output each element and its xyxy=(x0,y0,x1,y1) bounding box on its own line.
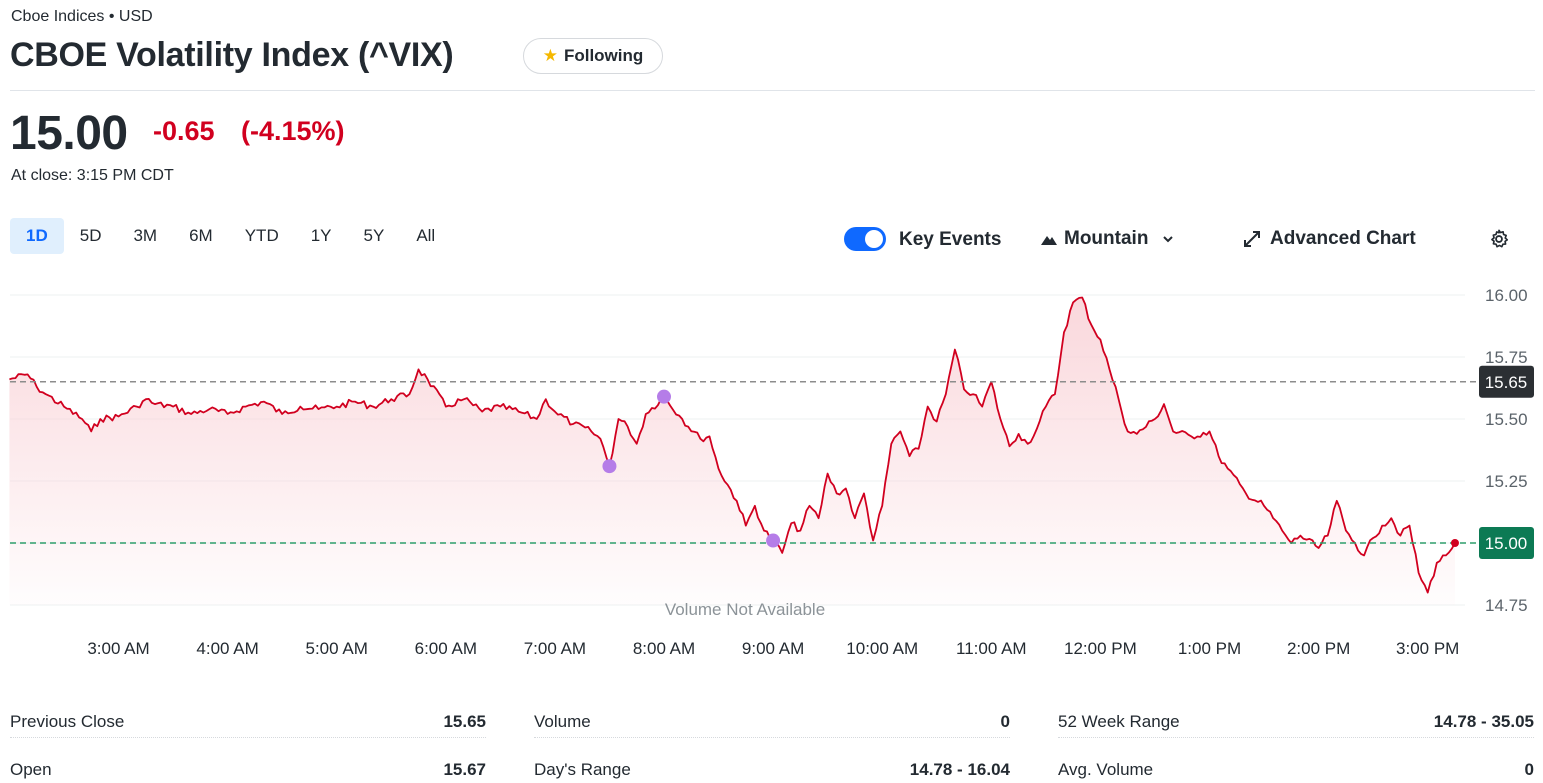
x-tick-label: 5:00 AM xyxy=(306,639,368,658)
range-tab-6m[interactable]: 6M xyxy=(189,226,213,245)
key-event-marker xyxy=(766,533,781,548)
star-icon: ★ xyxy=(542,46,558,65)
stat-value: 15.67 xyxy=(443,760,486,779)
stat-label: 52 Week Range xyxy=(1058,711,1180,731)
stat-previous-close: Previous Close 15.65 xyxy=(10,706,486,738)
reference-label: 15.00 xyxy=(1485,534,1528,553)
page-title: CBOE Volatility Index (^VIX) xyxy=(10,36,454,74)
chevron-down-icon xyxy=(1163,236,1174,243)
x-tick-label: 7:00 AM xyxy=(524,639,586,658)
stat-label: Avg. Volume xyxy=(1058,760,1154,779)
last-price-dot xyxy=(1450,539,1459,547)
x-tick-label: 11:00 AM xyxy=(956,639,1027,658)
range-tabs: 1D 5D 3M 6M YTD 1Y 5Y All xyxy=(10,218,451,254)
x-tick-label: 10:00 AM xyxy=(846,639,918,658)
following-label: Following xyxy=(563,46,644,65)
stat-label: Previous Close xyxy=(10,711,125,731)
stat-avg-volume: Avg. Volume 0 xyxy=(1058,754,1534,783)
stat-label: Open xyxy=(10,760,52,779)
stat-value: 15.65 xyxy=(443,711,486,731)
range-tab-1y[interactable]: 1Y xyxy=(310,226,332,245)
stat-value: 0 xyxy=(1000,711,1010,731)
close-time: At close: 3:15 PM CDT xyxy=(11,167,174,184)
x-tick-label: 12:00 PM xyxy=(1064,639,1137,658)
price-change: -0.65 xyxy=(153,116,215,146)
stat-52-week-range: 52 Week Range 14.78 - 35.05 xyxy=(1058,706,1534,738)
following-button[interactable]: ★ Following xyxy=(523,38,663,74)
x-tick-label: 1:00 PM xyxy=(1178,639,1241,658)
y-tick-label: 15.25 xyxy=(1485,472,1528,491)
key-events-label: Key Events xyxy=(899,229,1002,250)
chart-type-label: Mountain xyxy=(1064,228,1149,249)
price-change-percent: (-4.15%) xyxy=(241,116,345,146)
stat-days-range: Day's Range 14.78 - 16.04 xyxy=(534,754,1010,783)
advanced-chart-label: Advanced Chart xyxy=(1270,228,1416,249)
current-price-badge xyxy=(1479,527,1534,559)
volume-note: Volume Not Available xyxy=(665,600,825,619)
current-price: 15.00 xyxy=(10,107,128,160)
mountain-icon xyxy=(1041,236,1057,245)
key-event-marker xyxy=(602,459,617,474)
key-events-toggle[interactable] xyxy=(844,227,886,251)
series-line xyxy=(9,296,1456,594)
x-tick-label: 2:00 PM xyxy=(1287,639,1350,658)
x-tick-label: 8:00 AM xyxy=(633,639,695,658)
y-tick-label: 15.75 xyxy=(1485,348,1528,367)
x-tick-label: 6:00 AM xyxy=(415,639,477,658)
reference-label: 15.65 xyxy=(1485,373,1528,392)
x-tick-label: 9:00 AM xyxy=(742,639,804,658)
stat-label: Volume xyxy=(534,711,591,731)
chart-type-dropdown[interactable]: Mountain xyxy=(1040,227,1176,251)
y-tick-label: 14.75 xyxy=(1485,596,1528,615)
range-tab-3m[interactable]: 3M xyxy=(133,226,158,245)
stat-value: 14.78 - 35.05 xyxy=(1433,711,1534,731)
range-tab-all[interactable]: All xyxy=(416,226,436,245)
advanced-chart-button[interactable]: Advanced Chart xyxy=(1242,227,1416,251)
header-divider xyxy=(10,90,1535,91)
x-tick-label: 3:00 AM xyxy=(87,639,149,658)
range-tab-ytd[interactable]: YTD xyxy=(244,226,279,245)
y-tick-label: 15.50 xyxy=(1485,410,1528,429)
y-tick-label: 16.00 xyxy=(1485,286,1528,305)
key-event-marker xyxy=(657,389,671,404)
area-fill xyxy=(9,297,1455,605)
x-tick-label: 4:00 AM xyxy=(196,639,258,658)
stat-volume: Volume 0 xyxy=(534,706,1010,738)
stat-value: 14.78 - 16.04 xyxy=(909,760,1010,779)
range-tab-1d[interactable]: 1D xyxy=(10,218,64,254)
previous-close-badge xyxy=(1479,365,1534,398)
gear-icon[interactable] xyxy=(1488,228,1510,250)
price-chart[interactable]: 16.0015.7515.5015.2515.0014.7515.6515.00… xyxy=(0,280,1543,670)
toggle-knob xyxy=(865,230,883,248)
stat-open: Open 15.67 xyxy=(10,754,486,783)
stat-label: Day's Range xyxy=(534,760,631,779)
quote-source: Cboe Indices • USD xyxy=(11,8,153,25)
range-tab-5y[interactable]: 5Y xyxy=(363,226,385,245)
range-tab-5d[interactable]: 5D xyxy=(79,226,102,245)
expand-icon xyxy=(1244,231,1260,247)
stat-value: 0 xyxy=(1524,760,1534,779)
x-tick-label: 3:00 PM xyxy=(1396,639,1459,658)
